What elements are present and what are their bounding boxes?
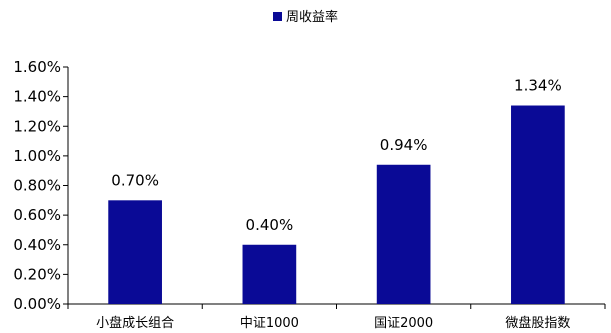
data-label: 1.34% (514, 77, 562, 95)
y-tick-label: 0.40% (13, 236, 61, 254)
x-category-label: 国证2000 (374, 316, 433, 331)
bar (108, 200, 162, 304)
y-tick-label: 0.80% (13, 177, 61, 195)
y-axis: 0.00% 0.20% 0.40% 0.60% 0.80% 1.00% 1.20% 1.40%… (13, 58, 69, 313)
x-category-label: 中证1000 (240, 316, 299, 331)
y-tick-label: 0.60% (13, 206, 61, 224)
bar (511, 105, 565, 304)
data-label: 0.70% (111, 171, 159, 189)
legend-swatch (273, 12, 282, 21)
y-tick-label: 1.40% (13, 88, 61, 106)
legend: 周收益率 (273, 9, 338, 25)
x-axis: 小盘成长组合 中证1000 国证2000 微盘股指数 (67, 303, 606, 331)
data-label: 0.94% (380, 136, 428, 154)
bars (108, 105, 565, 304)
y-tick-label: 1.00% (13, 147, 61, 165)
data-labels: 0.70% 0.40% 0.94% 1.34% (111, 77, 561, 234)
y-tick-label: 0.20% (13, 265, 61, 283)
y-tick-label: 1.60% (13, 58, 61, 76)
legend-label: 周收益率 (286, 9, 338, 25)
bar (242, 244, 297, 304)
x-category-label: 微盘股指数 (505, 315, 570, 331)
y-tick-label: 0.00% (13, 295, 61, 313)
x-category-label: 小盘成长组合 (96, 315, 174, 331)
data-label: 0.40% (246, 216, 294, 234)
y-tick-label: 1.20% (13, 117, 61, 135)
bar (376, 164, 431, 304)
